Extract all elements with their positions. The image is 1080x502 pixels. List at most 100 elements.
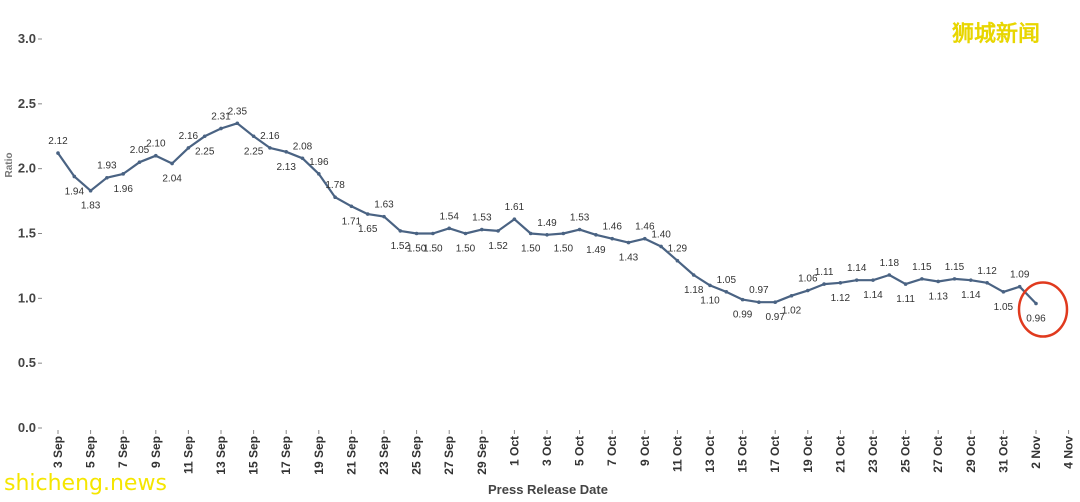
x-tick-label: 21 Sep — [344, 436, 358, 475]
data-point — [691, 273, 696, 277]
data-label: 1.15 — [945, 262, 965, 273]
data-point — [561, 231, 566, 236]
y-tick-label: 3.0 — [18, 31, 36, 46]
data-label: 1.11 — [896, 294, 915, 305]
x-axis: 3 Sep 5 Sep 7 Sep 9 Sep 11 Sep 13 Sep 15 Sep 17… — [51, 430, 1076, 475]
data-point — [219, 126, 223, 131]
x-axis-title: Press Release Date — [488, 482, 608, 497]
x-tick-label: 5 Sep — [84, 436, 98, 468]
data-point — [887, 273, 892, 277]
data-label: 1.11 — [815, 267, 834, 278]
data-label: 1.05 — [717, 275, 737, 286]
data-point — [854, 278, 859, 282]
data-label: 1.50 — [423, 244, 443, 255]
data-label: 1.71 — [342, 216, 362, 227]
y-tick-label: 0.5 — [18, 355, 36, 370]
x-tick-label: 15 Sep — [247, 436, 261, 475]
data-label: 1.49 — [586, 245, 606, 256]
data-label: 2.04 — [162, 173, 182, 184]
data-point — [235, 121, 240, 126]
data-point — [724, 290, 729, 294]
x-tick-label: 27 Oct — [931, 436, 945, 473]
data-point — [920, 277, 924, 281]
data-label: 1.61 — [505, 202, 525, 213]
x-tick-label: 29 Sep — [475, 436, 489, 475]
data-point — [528, 231, 533, 236]
data-point — [1017, 284, 1022, 289]
data-point — [1001, 290, 1006, 294]
data-point — [789, 293, 794, 298]
data-point — [594, 232, 598, 237]
x-tick-label: 29 Oct — [964, 436, 978, 473]
data-point — [382, 214, 386, 219]
data-label: 1.14 — [847, 263, 867, 274]
x-tick-label: 25 Sep — [410, 436, 424, 475]
data-point — [936, 279, 940, 284]
data-point — [317, 172, 321, 176]
data-point — [871, 278, 875, 282]
data-point — [202, 134, 207, 139]
data-point — [251, 134, 256, 139]
data-point — [708, 283, 712, 288]
y-tick-label: 2.5 — [18, 96, 36, 111]
data-point — [969, 278, 973, 282]
data-label: 1.43 — [619, 253, 639, 264]
data-point — [154, 153, 158, 158]
data-label: 1.12 — [977, 266, 997, 277]
data-label: 1.29 — [668, 244, 688, 255]
plot-area — [56, 121, 1038, 306]
data-point — [626, 240, 631, 245]
data-point — [137, 160, 142, 164]
data-point — [577, 227, 582, 232]
y-tick-label: 1.0 — [18, 290, 36, 305]
x-tick-label: 7 Sep — [116, 436, 130, 468]
data-point — [740, 297, 745, 302]
data-label: 1.63 — [374, 200, 394, 211]
data-label: 1.46 — [602, 222, 622, 233]
x-tick-label: 3 Sep — [51, 436, 65, 468]
x-tick-label: 23 Oct — [866, 436, 880, 473]
data-point — [512, 217, 517, 222]
data-point — [398, 229, 403, 233]
data-label: 1.06 — [798, 274, 818, 285]
data-label: 2.08 — [293, 141, 313, 152]
data-point — [610, 236, 614, 241]
data-point — [675, 258, 680, 263]
data-point — [88, 188, 93, 193]
x-tick-label: 9 Sep — [149, 436, 163, 468]
data-point — [186, 146, 191, 150]
data-point — [1034, 301, 1038, 306]
data-label: 0.97 — [765, 312, 785, 323]
data-label: 2.10 — [146, 139, 166, 150]
data-point — [463, 231, 468, 236]
x-tick-label: 17 Sep — [279, 436, 293, 475]
data-point — [822, 282, 826, 286]
x-tick-label: 11 Sep — [181, 436, 195, 474]
data-label: 2.05 — [130, 145, 150, 156]
data-label: 0.99 — [733, 310, 753, 321]
y-axis: 0.0 0.5 1.0 1.5 2.0 2.5 3.0 — [18, 31, 42, 435]
x-tick-label: 5 Oct — [573, 436, 587, 466]
data-point — [773, 300, 777, 305]
data-label: 2.12 — [48, 136, 68, 147]
data-label: 1.52 — [391, 241, 411, 252]
data-label: 1.53 — [472, 213, 492, 224]
data-label: 1.94 — [65, 186, 85, 197]
data-point — [170, 161, 174, 166]
x-tick-label: 19 Sep — [312, 436, 326, 475]
y-tick-label: 0.0 — [18, 420, 36, 435]
data-point — [985, 280, 989, 285]
data-labels: 2.12 1.94 1.83 1.93 1.96 2.052.10 2.04 2.16 2.25… — [48, 106, 1046, 324]
data-point — [105, 175, 109, 180]
x-tick-label: 23 Sep — [377, 436, 391, 475]
data-point — [480, 227, 484, 232]
data-point — [333, 195, 337, 199]
data-point — [414, 231, 419, 236]
data-point — [496, 229, 500, 233]
data-point — [121, 172, 125, 176]
data-label: 1.49 — [537, 218, 557, 229]
data-label: 1.50 — [407, 244, 427, 255]
data-label: 1.78 — [325, 180, 345, 191]
data-label: 2.25 — [244, 146, 264, 157]
